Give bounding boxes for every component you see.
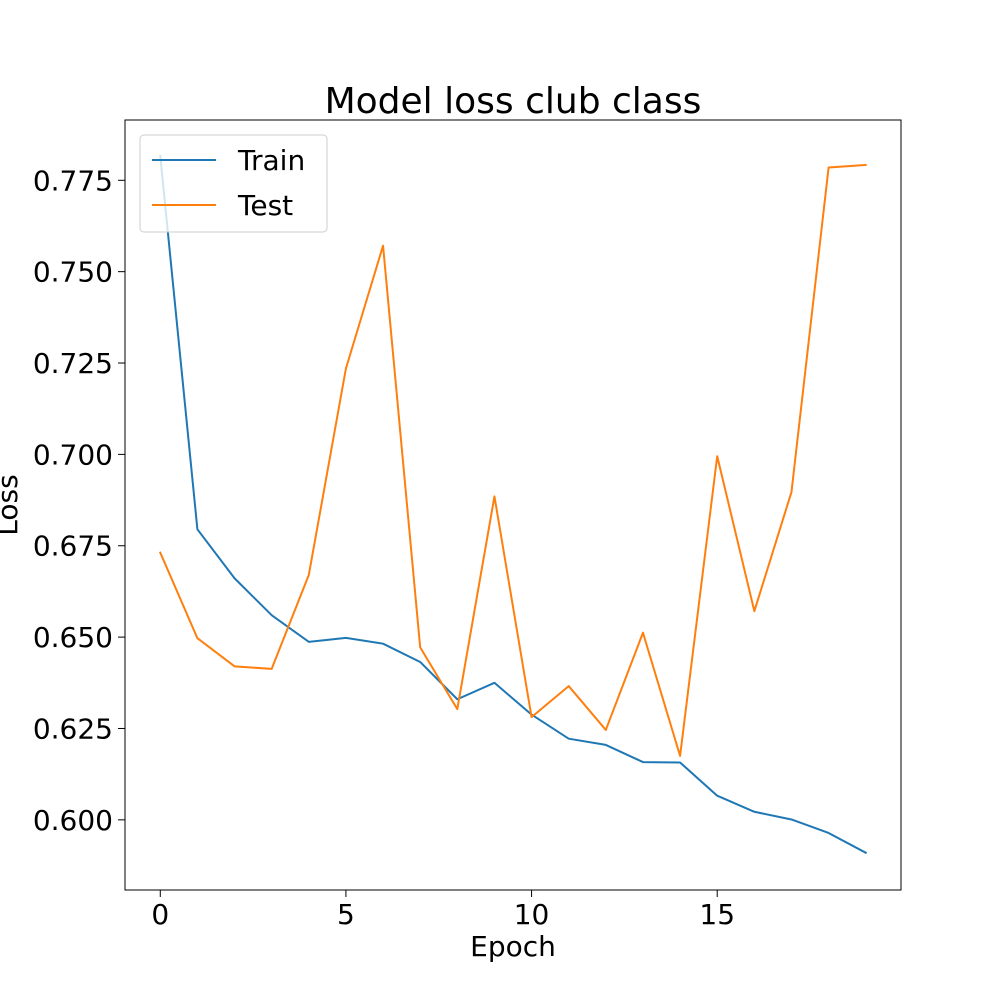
plot-area xyxy=(158,154,868,855)
y-tick-label: 0.650 xyxy=(33,621,113,654)
y-axis: 0.600 0.625 0.650 0.675 0.700 0.725 0.750 0.775 xyxy=(33,164,125,837)
x-tick-label: 10 xyxy=(514,898,550,931)
y-tick-label: 0.700 xyxy=(33,438,113,471)
y-tick-label: 0.675 xyxy=(33,530,113,563)
y-tick-label: 0.600 xyxy=(33,804,113,837)
legend-label-train: Train xyxy=(237,144,305,177)
x-tick-label: 15 xyxy=(699,898,735,931)
series-line-test xyxy=(158,163,867,757)
x-axis: 0 5 10 15 xyxy=(151,890,735,931)
chart-title: Model loss club class xyxy=(325,81,702,122)
y-tick-label: 0.750 xyxy=(33,256,113,289)
y-tick-label: 0.725 xyxy=(33,347,113,380)
series-line-train xyxy=(159,154,868,855)
x-tick-label: 0 xyxy=(151,898,169,931)
legend-label-test: Test xyxy=(237,189,293,222)
y-axis-label: Loss xyxy=(0,474,24,535)
legend: Train Test xyxy=(139,134,328,233)
x-tick-label: 5 xyxy=(337,898,355,931)
y-tick-label: 0.775 xyxy=(33,164,113,197)
plot-frame xyxy=(124,119,902,891)
y-tick-label: 0.625 xyxy=(33,712,113,745)
x-axis-label: Epoch xyxy=(470,930,556,963)
